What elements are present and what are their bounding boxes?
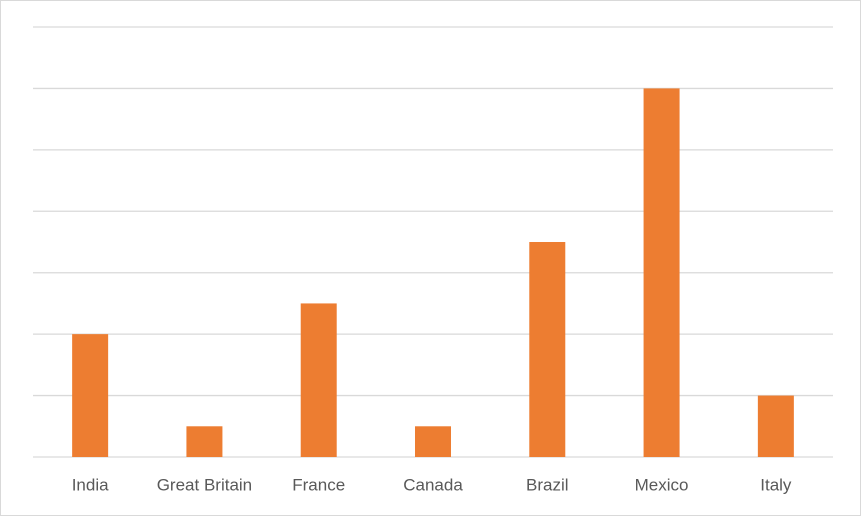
bar	[757, 395, 794, 457]
bar	[415, 426, 451, 457]
x-tick-label: Mexico	[635, 475, 689, 494]
bar	[643, 88, 680, 457]
x-tick-label: Great Britain	[157, 475, 252, 494]
bar	[72, 334, 109, 457]
x-tick-label: France	[292, 475, 345, 494]
bar	[300, 303, 337, 457]
x-tick-label: Italy	[760, 475, 792, 494]
bar	[186, 426, 223, 457]
bar	[529, 242, 566, 457]
x-tick-label: Brazil	[526, 475, 569, 494]
x-tick-label: Canada	[403, 475, 463, 494]
x-tick-label: India	[72, 475, 109, 494]
